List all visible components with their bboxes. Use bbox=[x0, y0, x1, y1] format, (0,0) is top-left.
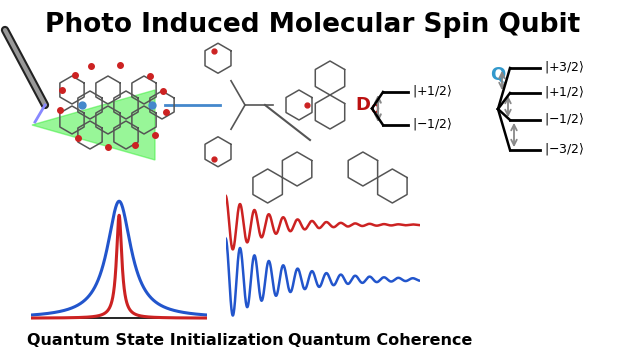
Text: Quantum Coherence: Quantum Coherence bbox=[288, 333, 472, 348]
Text: $|{-1/2}\rangle$: $|{-1/2}\rangle$ bbox=[412, 116, 452, 132]
Text: $|{+1/2}\rangle$: $|{+1/2}\rangle$ bbox=[544, 84, 584, 100]
Text: Photo Induced Molecular Spin Qubit: Photo Induced Molecular Spin Qubit bbox=[45, 12, 581, 38]
Text: $\mathbf{D_0}$: $\mathbf{D_0}$ bbox=[355, 95, 381, 115]
Text: $|{+3/2}\rangle$: $|{+3/2}\rangle$ bbox=[544, 59, 584, 75]
Polygon shape bbox=[32, 90, 155, 160]
Text: Quantum State Initialization: Quantum State Initialization bbox=[27, 333, 283, 348]
Text: $|{+1/2}\rangle$: $|{+1/2}\rangle$ bbox=[412, 83, 452, 99]
Text: $|{-3/2}\rangle$: $|{-3/2}\rangle$ bbox=[544, 141, 584, 157]
Text: $|{-1/2}\rangle$: $|{-1/2}\rangle$ bbox=[544, 111, 584, 127]
Text: $\mathbf{Q}$: $\mathbf{Q}$ bbox=[490, 66, 507, 85]
